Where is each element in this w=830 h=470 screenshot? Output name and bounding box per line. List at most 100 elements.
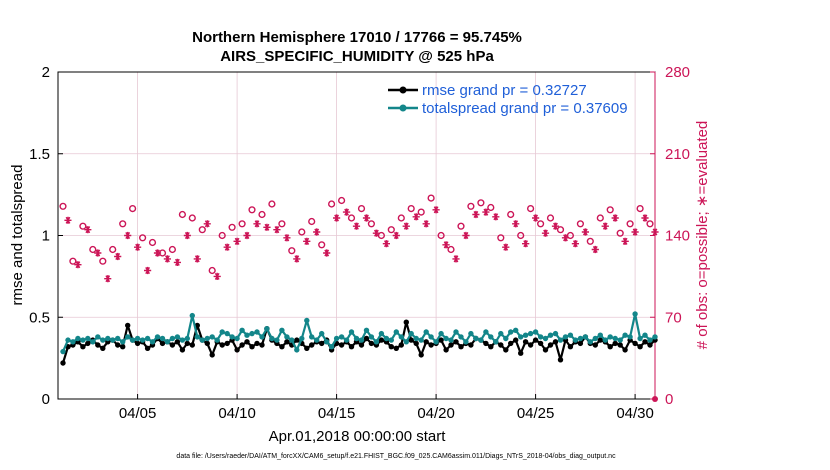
totalspread-point [244,332,250,338]
totalspread-point [388,337,394,343]
totalspread-point [319,330,325,337]
rmse-point [319,340,325,347]
totalspread-point [488,334,494,340]
rmse-point [488,344,494,350]
obs-possible-point [497,234,505,242]
series-obs-evaluated [64,206,659,402]
obs-possible-point [208,266,216,275]
y2-tick-label: 140 [665,228,690,245]
totalspread-point [249,330,255,337]
totalspread-point [125,334,131,340]
totalspread-point [448,337,454,343]
rmse-point [622,347,628,353]
obs-evaluated-point [134,243,142,251]
obs-evaluated-point [313,228,321,236]
totalspread-point [333,335,340,342]
obs-possible-point [526,205,535,213]
rmse-point [125,322,131,329]
obs-possible-point [288,247,296,255]
totalspread-point [547,332,554,338]
totalspread-point [572,337,579,343]
totalspread-point [508,329,514,335]
totalspread-point [264,326,270,332]
rmse-point [224,340,230,347]
rmse-point [577,340,584,347]
obs-evaluated-point [104,275,112,283]
totalspread-point [557,337,564,343]
obs-evaluated-point [243,231,251,240]
obs-evaluated-point [571,240,579,248]
obs-possible-point [596,214,604,222]
totalspread-point [597,332,603,338]
rmse-point [513,337,519,343]
rmse-point [294,337,300,343]
rmse-point [100,345,106,351]
obs-possible-point [417,208,425,216]
rmse-point [458,344,464,350]
rmse-point [453,339,459,345]
y-tick-label: 0 [42,391,50,408]
rmse-point [85,340,91,347]
totalspread-point [617,337,623,343]
obs-possible-point [407,205,415,213]
totalspread-point [652,334,658,340]
totalspread-point [343,337,350,343]
obs-evaluated-point [303,237,311,245]
totalspread-point [120,339,126,345]
totalspread-point [353,335,360,342]
rmse-point [219,342,225,348]
x-tick-label: 04/20 [417,405,455,422]
rmse-point [249,344,255,350]
totalspread-point [324,339,330,345]
totalspread-point [423,329,429,335]
obs-possible-point [387,226,395,234]
obs-evaluated-point [472,210,480,219]
obs-evaluated-point [223,243,231,251]
totalspread-point [468,330,474,337]
rmse-point [547,342,554,348]
obs-possible-point [188,214,196,222]
rmse-point [179,347,186,353]
obs-evaluated-point [432,206,440,214]
rmse-point [239,342,245,348]
totalspread-point [234,335,240,342]
totalspread-point [637,335,643,342]
totalspread-point [189,312,195,319]
totalspread-point [458,334,464,340]
totalspread-point [413,335,419,342]
totalspread-point [562,334,569,340]
series-totalspread [60,311,658,355]
totalspread-point [408,330,414,337]
rmse-point [393,345,399,351]
totalspread-point [567,332,574,338]
obs-evaluated-point [512,220,520,228]
obs-evaluated-point [253,220,261,228]
totalspread-point [428,334,434,340]
rmse-point [234,347,240,353]
y-axis-label: rmse and totalspread [9,165,26,306]
obs-possible-point [447,245,455,254]
rmse-point [169,342,176,348]
obs-evaluated-point [144,266,152,275]
obs-possible-point [168,245,177,254]
obs-possible-point [397,214,405,222]
totalspread-point [105,335,111,342]
totalspread-point [418,337,424,343]
totalspread-point [328,344,335,350]
totalspread-point [169,335,176,342]
legend-rmse-marker [399,86,407,94]
obs-possible-point [457,222,465,230]
totalspread-point [473,335,479,342]
totalspread-point [164,339,171,345]
obs-possible-point [646,220,654,228]
obs-possible-point [238,220,246,228]
totalspread-point [592,335,598,342]
legend-totalspread-marker [399,104,407,112]
totalspread-point [65,337,71,343]
y-axis-left: 0 0.5 1 1.5 2 [29,64,63,408]
y-axis-right: 0 70 140 210 280 [650,64,690,408]
totalspread-point [269,335,275,342]
x-tick-label: 04/15 [318,405,356,422]
totalspread-point [259,334,265,340]
y2-axis-label: # of obs: o=possible; ∗=evaluated [694,121,711,350]
